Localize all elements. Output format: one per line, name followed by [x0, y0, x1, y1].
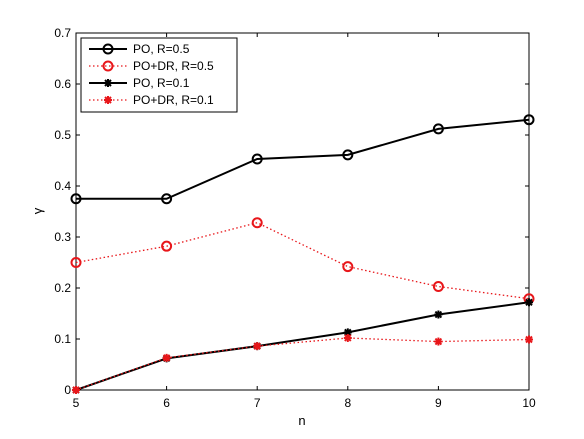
x-tick-label: 9: [435, 396, 442, 410]
legend-marker: [104, 96, 112, 104]
data-point: [434, 311, 442, 319]
x-axis-label: n: [298, 413, 305, 428]
y-tick-label: 0.1: [54, 332, 71, 346]
x-tick-label: 7: [254, 396, 261, 410]
y-tick-label: 0: [64, 383, 71, 397]
legend-label: PO+DR, R=0.1: [133, 93, 214, 107]
legend-marker: [104, 79, 112, 87]
y-tick-label: 0.3: [54, 230, 71, 244]
y-tick-label: 0.4: [54, 179, 71, 193]
data-point: [72, 386, 80, 394]
x-tick-label: 8: [344, 396, 351, 410]
legend-label: PO+DR, R=0.5: [133, 59, 214, 73]
legend: PO, R=0.5 PO+DR, R=0.5 PO, R=0.1 PO+DR, R=0…: [81, 38, 237, 112]
data-point: [163, 354, 171, 362]
x-tick-label: 6: [163, 396, 170, 410]
data-point: [525, 336, 533, 344]
y-tick-label: 0.5: [54, 128, 71, 142]
data-point: [434, 338, 442, 346]
data-point: [525, 298, 533, 306]
y-tick-label: 0.7: [54, 26, 71, 40]
legend-label: PO, R=0.5: [133, 42, 190, 56]
x-tick-label: 10: [522, 396, 536, 410]
data-point: [344, 334, 352, 342]
y-axis-label: γ: [30, 207, 45, 214]
y-tick-label: 0.6: [54, 77, 71, 91]
x-tick-label: 5: [73, 396, 80, 410]
data-point: [253, 342, 261, 350]
y-tick-label: 0.2: [54, 281, 71, 295]
legend-label: PO, R=0.1: [133, 76, 190, 90]
